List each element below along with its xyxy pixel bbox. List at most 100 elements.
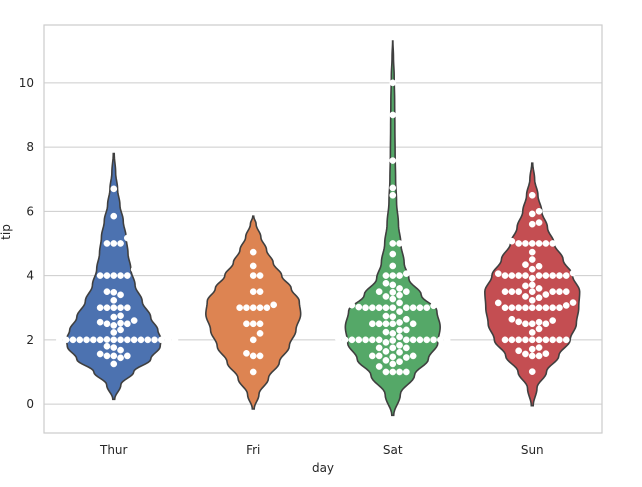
swarm-point-sat	[375, 336, 383, 344]
swarm-point-thur	[171, 336, 179, 344]
swarm-point-sat	[396, 308, 403, 315]
swarm-point-sun	[501, 304, 509, 312]
swarm-point-thur	[117, 312, 124, 320]
swarm-point-sat	[396, 349, 403, 356]
swarm-point-thur	[117, 319, 124, 327]
swarm-point-sun	[501, 272, 509, 279]
swarm-point-sun	[515, 304, 523, 312]
x-tick-label: Sun	[521, 443, 544, 457]
swarm-point-fri	[249, 352, 257, 360]
swarm-point-sun	[542, 304, 550, 312]
swarm-point-sat	[389, 281, 397, 289]
swarm-point-sun	[528, 281, 536, 289]
swarm-point-sat	[389, 79, 397, 87]
swarm-point-sat	[389, 295, 397, 303]
swarm-point-sat	[389, 250, 397, 258]
swarm-point-sat	[389, 360, 397, 368]
swarm-point-sun	[515, 336, 523, 344]
swarm-point-sat	[409, 320, 417, 328]
swarm-point-sat	[375, 363, 383, 370]
swarm-point-sun	[528, 256, 536, 263]
swarm-point-thur	[124, 336, 131, 344]
swarm-point-fri	[256, 288, 264, 295]
swarm-point-sun	[522, 320, 529, 328]
swarm-point-thur	[124, 352, 131, 360]
x-tick-label: Thur	[99, 443, 128, 457]
swarm-point-sat	[369, 320, 376, 328]
swarm-point-sat	[389, 368, 397, 376]
swarm-point-thur	[117, 346, 124, 354]
swarm-point-sun	[522, 336, 529, 344]
swarm-point-sun	[528, 288, 536, 295]
swarm-point-sat	[369, 336, 376, 344]
swarm-point-thur	[117, 354, 124, 362]
swarm-point-sat	[423, 304, 431, 312]
swarm-point-sat	[396, 341, 403, 349]
swarm-point-thur	[90, 336, 97, 344]
swarm-point-sun	[535, 219, 543, 226]
swarm-point-sun	[556, 304, 563, 312]
swarm-point-sat	[382, 348, 390, 355]
swarm-point-sun	[535, 294, 543, 302]
swarm-point-thur	[96, 350, 104, 358]
swarm-point-sun	[522, 272, 529, 279]
swarm-point-sat	[335, 335, 342, 343]
swarm-point-sun	[535, 304, 543, 312]
swarm-point-thur	[158, 336, 165, 344]
swarm-point-sun	[562, 288, 570, 295]
swarm-point-thur	[117, 336, 124, 344]
swarm-point-fri	[270, 301, 277, 309]
swarm-point-thur	[96, 304, 104, 312]
swarm-point-sun	[535, 207, 543, 215]
swarm-point-sun	[569, 299, 577, 306]
swarm-point-sun	[549, 304, 557, 312]
swarm-point-sun	[508, 272, 516, 279]
swarm-point-sun	[515, 240, 523, 247]
swarm-point-sun	[508, 304, 516, 312]
swarm-point-sun	[528, 240, 536, 247]
swarm-point-sun	[501, 288, 509, 295]
swarm-point-thur	[103, 272, 111, 279]
swarm-point-fri	[249, 288, 257, 295]
swarm-point-sun	[562, 272, 570, 279]
swarm-point-sat	[389, 111, 397, 119]
swarm-point-sun	[542, 350, 550, 357]
swarm-point-thur	[130, 336, 138, 344]
swarm-point-sun	[549, 336, 557, 344]
swarm-point-sun	[528, 296, 536, 304]
swarm-point-sat	[355, 303, 363, 311]
swarm-point-sun	[515, 318, 523, 326]
x-tick-labels: Thur Fri Sat Sun	[99, 443, 544, 457]
swarm-point-sun	[556, 272, 563, 279]
swarm-point-sat	[369, 304, 376, 312]
swarm-point-fri	[249, 320, 257, 328]
swarm-point-thur	[49, 330, 56, 338]
swarm-point-sat	[389, 337, 397, 344]
swarm-point-sat	[382, 272, 390, 279]
swarm-point-sun	[562, 336, 570, 344]
swarm-point-sat	[389, 288, 397, 296]
swarm-point-sat	[355, 336, 363, 344]
swarm-point-thur	[110, 212, 118, 220]
swarm-point-sun	[501, 336, 509, 344]
swarm-point-sun	[522, 261, 529, 269]
swarm-point-sat	[396, 333, 403, 341]
plot-frame	[43, 24, 603, 434]
swarm-point-sat	[403, 344, 410, 352]
swarm-point-thur	[124, 320, 131, 328]
swarm-point-sat	[416, 304, 424, 312]
swarm-point-sun	[556, 288, 563, 295]
swarm-point-sun	[549, 288, 557, 295]
swarm-point-sat	[389, 184, 397, 192]
swarm-point-sat	[403, 336, 410, 344]
swarm-point-sat	[382, 304, 390, 312]
swarm-point-sat	[409, 336, 417, 344]
swarm-point-sat	[389, 262, 397, 270]
swarm-point-sat	[389, 272, 397, 279]
swarm-point-fri	[243, 320, 250, 328]
swarm-point-sat	[375, 320, 383, 328]
swarm-point-sat	[396, 319, 403, 326]
swarm-point-thur	[117, 272, 124, 279]
swarm-point-thur	[76, 336, 84, 344]
swarm-point-sat	[369, 352, 376, 360]
